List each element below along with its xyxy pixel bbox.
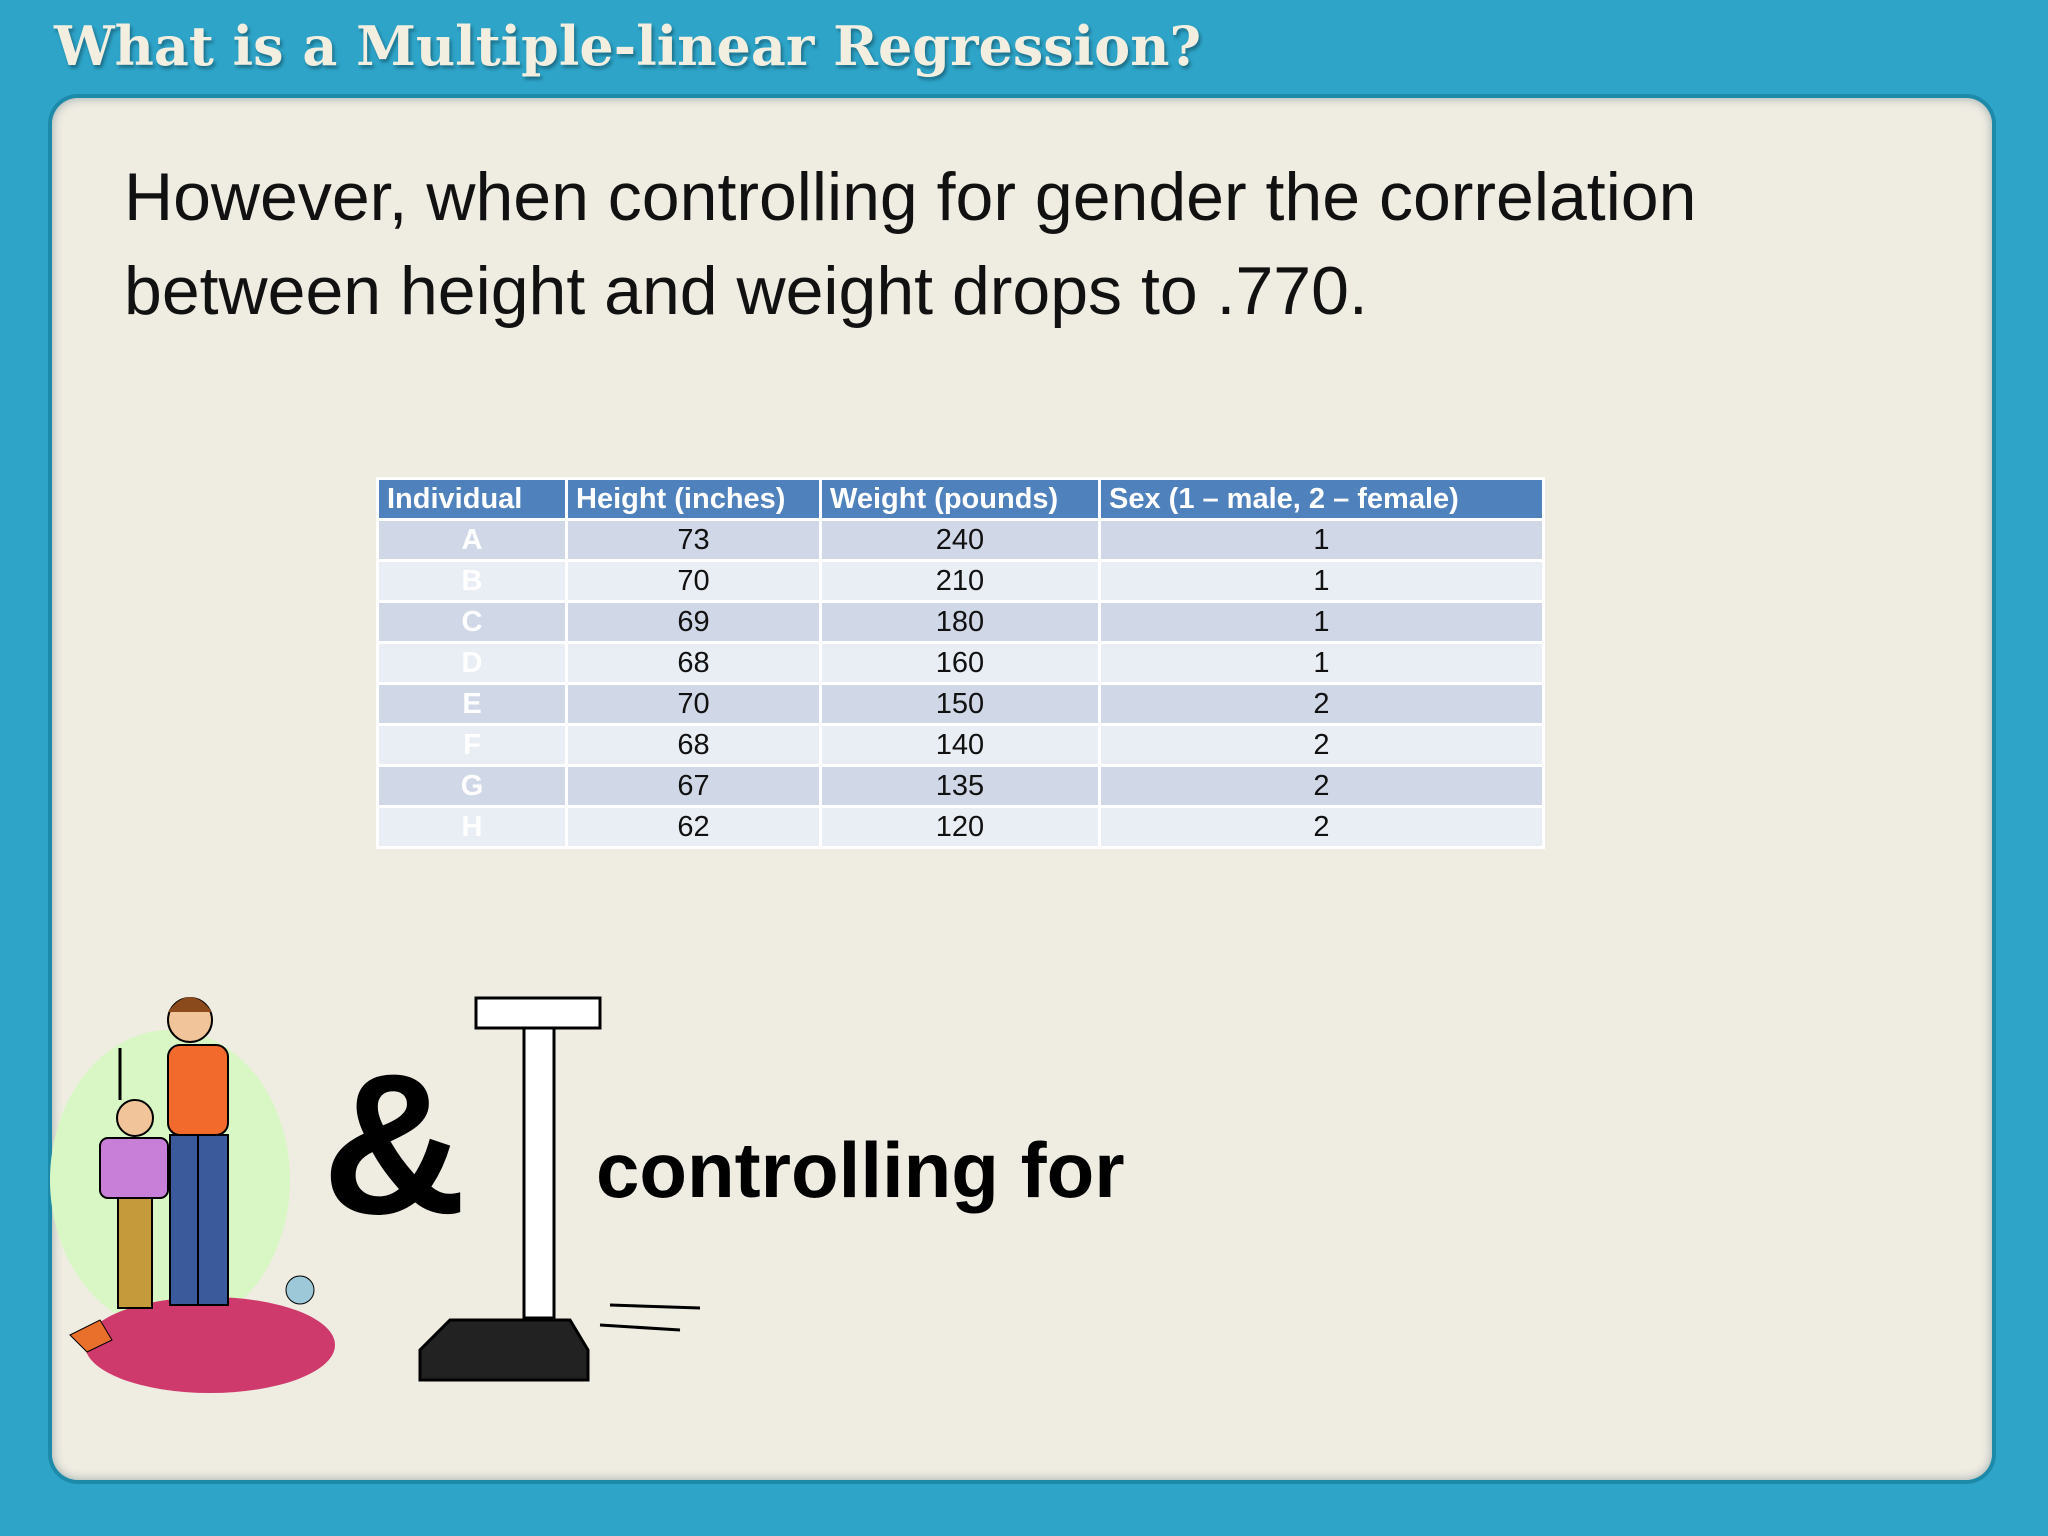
body-text: between height and weight drops to .770. xyxy=(124,253,1368,329)
table-row: H 62 120 2 xyxy=(376,805,1545,849)
row-label: G xyxy=(376,764,568,808)
column-header: Height (inches) xyxy=(565,477,822,521)
table-cell: 1 xyxy=(1098,518,1545,562)
table-cell: 160 xyxy=(819,641,1101,685)
table-cell: 150 xyxy=(819,682,1101,726)
table-cell: 135 xyxy=(819,764,1101,808)
table-cell: 240 xyxy=(819,518,1101,562)
ampersand: & xyxy=(322,1033,467,1256)
table-row: D 68 160 1 xyxy=(376,641,1545,685)
table-row: C 69 180 1 xyxy=(376,600,1545,644)
table-row: G 67 135 2 xyxy=(376,764,1545,808)
table-header-row: Individual Height (inches) Weight (pounds)… xyxy=(376,477,1545,521)
row-label: D xyxy=(376,641,568,685)
table-row: B 70 210 1 xyxy=(376,559,1545,603)
table-cell: 70 xyxy=(565,682,822,726)
row-label: C xyxy=(376,600,568,644)
table-cell: 69 xyxy=(565,600,822,644)
table-cell: 62 xyxy=(565,805,822,849)
row-label: E xyxy=(376,682,568,726)
table-body: A 73 240 1 B 70 210 1 C 69 180 1 D 68 160 1 E 70 150 2 F 68 14… xyxy=(376,518,1545,849)
table-row: F 68 140 2 xyxy=(376,723,1545,767)
table-cell: 2 xyxy=(1098,682,1545,726)
column-header: Individual xyxy=(376,477,568,521)
table-cell: 1 xyxy=(1098,600,1545,644)
table-cell: 68 xyxy=(565,641,822,685)
table-cell: 210 xyxy=(819,559,1101,603)
data-table: Individual Height (inches) Weight (pounds)… xyxy=(376,477,1545,849)
table-cell: 2 xyxy=(1098,805,1545,849)
slide-title: What is a Multiple-linear Regression? xyxy=(54,14,1202,78)
caption: controlling for xyxy=(596,1126,1125,1214)
table-cell: 2 xyxy=(1098,764,1545,808)
table-cell: 68 xyxy=(565,723,822,767)
table-cell: 1 xyxy=(1098,641,1545,685)
scale-clipart xyxy=(418,996,701,1382)
body-text: However, when controlling for gender the… xyxy=(124,159,1697,235)
table-cell: 120 xyxy=(819,805,1101,849)
column-header: Weight (pounds) xyxy=(819,477,1101,521)
table-cell: 73 xyxy=(565,518,822,562)
row-label: H xyxy=(376,805,568,849)
row-label: B xyxy=(376,559,568,603)
table-cell: 70 xyxy=(565,559,822,603)
table-row: A 73 240 1 xyxy=(376,518,1545,562)
table-cell: 140 xyxy=(819,723,1101,767)
table-cell: 2 xyxy=(1098,723,1545,767)
column-header: Sex (1 – male, 2 – female) xyxy=(1098,477,1545,521)
table-cell: 180 xyxy=(819,600,1101,644)
table-row: E 70 150 2 xyxy=(376,682,1545,726)
row-label: F xyxy=(376,723,568,767)
table-cell: 67 xyxy=(565,764,822,808)
table-cell: 1 xyxy=(1098,559,1545,603)
measuring-clipart xyxy=(50,997,335,1393)
row-label: A xyxy=(376,518,568,562)
